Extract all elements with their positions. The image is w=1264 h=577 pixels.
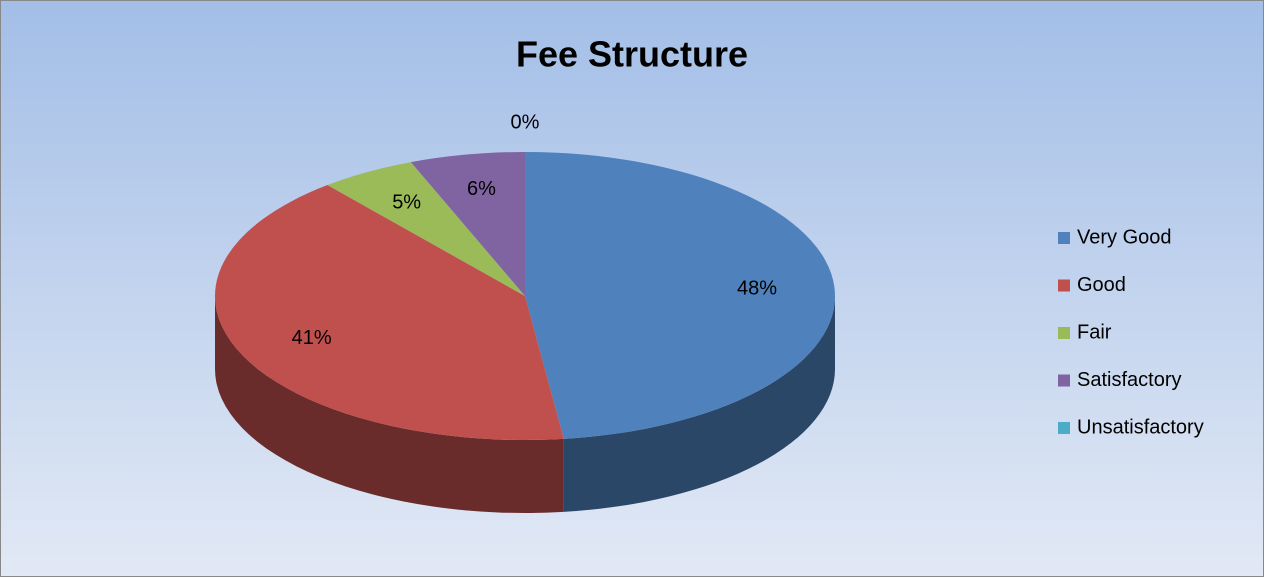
legend-swatch xyxy=(1058,279,1070,292)
data-label: 48% xyxy=(737,277,777,299)
data-label: 5% xyxy=(392,191,421,213)
legend-label: Good xyxy=(1077,274,1126,296)
legend-label: Satisfactory xyxy=(1077,369,1181,391)
chart-title: Fee Structure xyxy=(516,34,748,75)
legend-swatch xyxy=(1058,374,1070,387)
pie-slice xyxy=(327,162,525,296)
pie-side xyxy=(215,296,564,513)
pie-side xyxy=(563,296,835,512)
pie-slice xyxy=(525,152,835,439)
legend-label: Unsatisfactory xyxy=(1077,416,1204,438)
legend-label: Very Good xyxy=(1077,226,1172,248)
pie-slice xyxy=(215,185,564,440)
legend-swatch xyxy=(1058,327,1070,339)
legend-swatch xyxy=(1058,232,1070,244)
pie-slice xyxy=(410,152,525,296)
data-label: 41% xyxy=(292,327,332,349)
data-label: 6% xyxy=(467,178,496,200)
data-label: 0% xyxy=(511,111,540,133)
legend-label: Fair xyxy=(1077,321,1112,343)
legend-swatch xyxy=(1058,422,1070,434)
